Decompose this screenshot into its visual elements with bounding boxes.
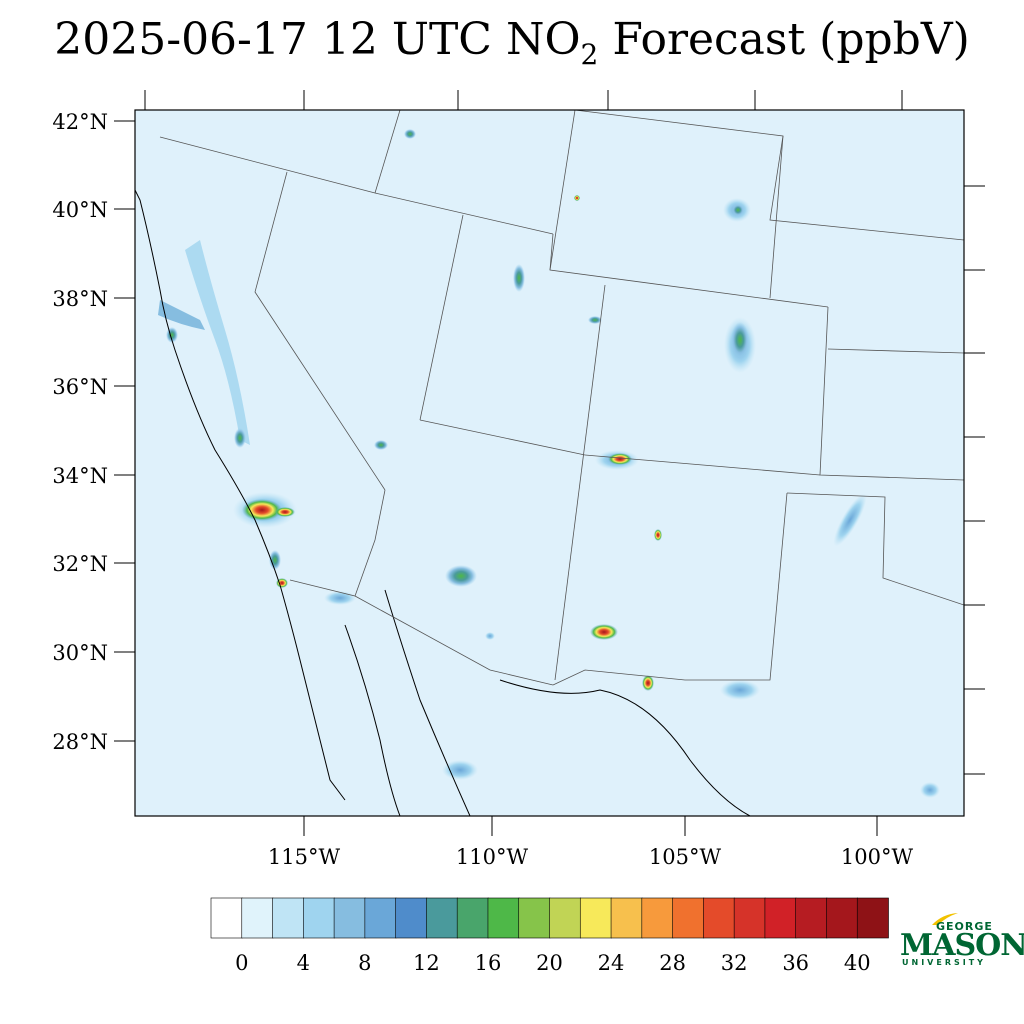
lon-label: 105°W bbox=[649, 845, 722, 869]
lat-label: 40°N bbox=[52, 198, 108, 222]
colorbar-swatch bbox=[764, 897, 797, 939]
longitude-labels: 115°W 110°W 105°W 100°W bbox=[268, 845, 914, 869]
colorbar-label: 20 bbox=[536, 951, 563, 975]
colorbar-swatch bbox=[826, 897, 859, 939]
colorbar-swatch bbox=[487, 897, 520, 939]
colorbar-swatch bbox=[303, 897, 335, 939]
logo-line3: UNIVERSITY bbox=[902, 958, 986, 967]
logo-line1: GEORGE bbox=[936, 920, 993, 933]
colorbar-swatch bbox=[641, 897, 674, 939]
colorbar-swatch bbox=[610, 897, 643, 939]
colorbar-label: 24 bbox=[598, 951, 625, 975]
colorbar-swatch bbox=[210, 897, 243, 939]
title-prefix: 2025-06-17 12 UTC NO bbox=[54, 14, 581, 65]
colorbar-swatch bbox=[426, 897, 458, 939]
map-ticks bbox=[114, 90, 985, 836]
latitude-labels: 42°N 40°N 38°N 36°N 34°N 32°N 30°N 28°N bbox=[52, 110, 108, 754]
lon-label: 100°W bbox=[841, 845, 914, 869]
colorbar bbox=[210, 897, 889, 939]
lat-label: 34°N bbox=[52, 464, 108, 488]
colorbar-swatch bbox=[672, 897, 705, 939]
colorbar-label: 4 bbox=[297, 951, 310, 975]
colorbar-swatch bbox=[456, 897, 489, 939]
colorbar-swatch bbox=[395, 897, 428, 939]
colorbar-swatch bbox=[795, 897, 828, 939]
lat-label: 42°N bbox=[52, 110, 108, 134]
lat-label: 38°N bbox=[52, 287, 108, 311]
colorbar-labels: 0 4 8 12 16 20 24 28 32 36 40 bbox=[235, 951, 871, 975]
colorbar-swatch bbox=[733, 897, 766, 939]
colorbar-label: 40 bbox=[844, 951, 871, 975]
lat-label: 36°N bbox=[52, 375, 108, 399]
colorbar-label: 0 bbox=[235, 951, 248, 975]
colorbar-swatch bbox=[364, 897, 397, 939]
colorbar-label: 16 bbox=[475, 951, 502, 975]
title-subscript: 2 bbox=[580, 37, 599, 71]
logo-swoosh-icon bbox=[932, 913, 958, 925]
title-suffix: Forecast (ppbV) bbox=[598, 14, 970, 65]
logo-line2: MASON bbox=[900, 928, 1024, 963]
colorbar-swatch bbox=[579, 897, 612, 939]
colorbar-swatch bbox=[703, 897, 735, 939]
map-frame bbox=[134, 109, 965, 817]
colorbar-swatch bbox=[272, 897, 305, 939]
lat-label: 30°N bbox=[52, 641, 108, 665]
map-background bbox=[135, 110, 964, 816]
lat-label: 32°N bbox=[52, 552, 108, 576]
colorbar-swatch bbox=[856, 897, 889, 939]
colorbar-swatch bbox=[549, 897, 582, 939]
colorbar-label: 12 bbox=[413, 951, 440, 975]
lon-label: 115°W bbox=[268, 845, 341, 869]
colorbar-label: 28 bbox=[659, 951, 686, 975]
lon-label: 110°W bbox=[456, 845, 529, 869]
colorbar-label: 8 bbox=[358, 951, 371, 975]
colorbar-swatch bbox=[241, 897, 274, 939]
colorbar-swatch bbox=[333, 897, 366, 939]
gmu-logo: GEORGE MASON UNIVERSITY bbox=[900, 913, 1024, 974]
colorbar-label: 32 bbox=[721, 951, 748, 975]
colorbar-label: 36 bbox=[782, 951, 809, 975]
map-panel bbox=[134, 109, 965, 817]
lat-label: 28°N bbox=[52, 730, 108, 754]
map-title: 2025-06-17 12 UTC NO2 Forecast (ppbV) bbox=[0, 14, 1024, 71]
colorbar-swatch bbox=[518, 897, 551, 939]
plume-layer bbox=[135, 110, 964, 816]
